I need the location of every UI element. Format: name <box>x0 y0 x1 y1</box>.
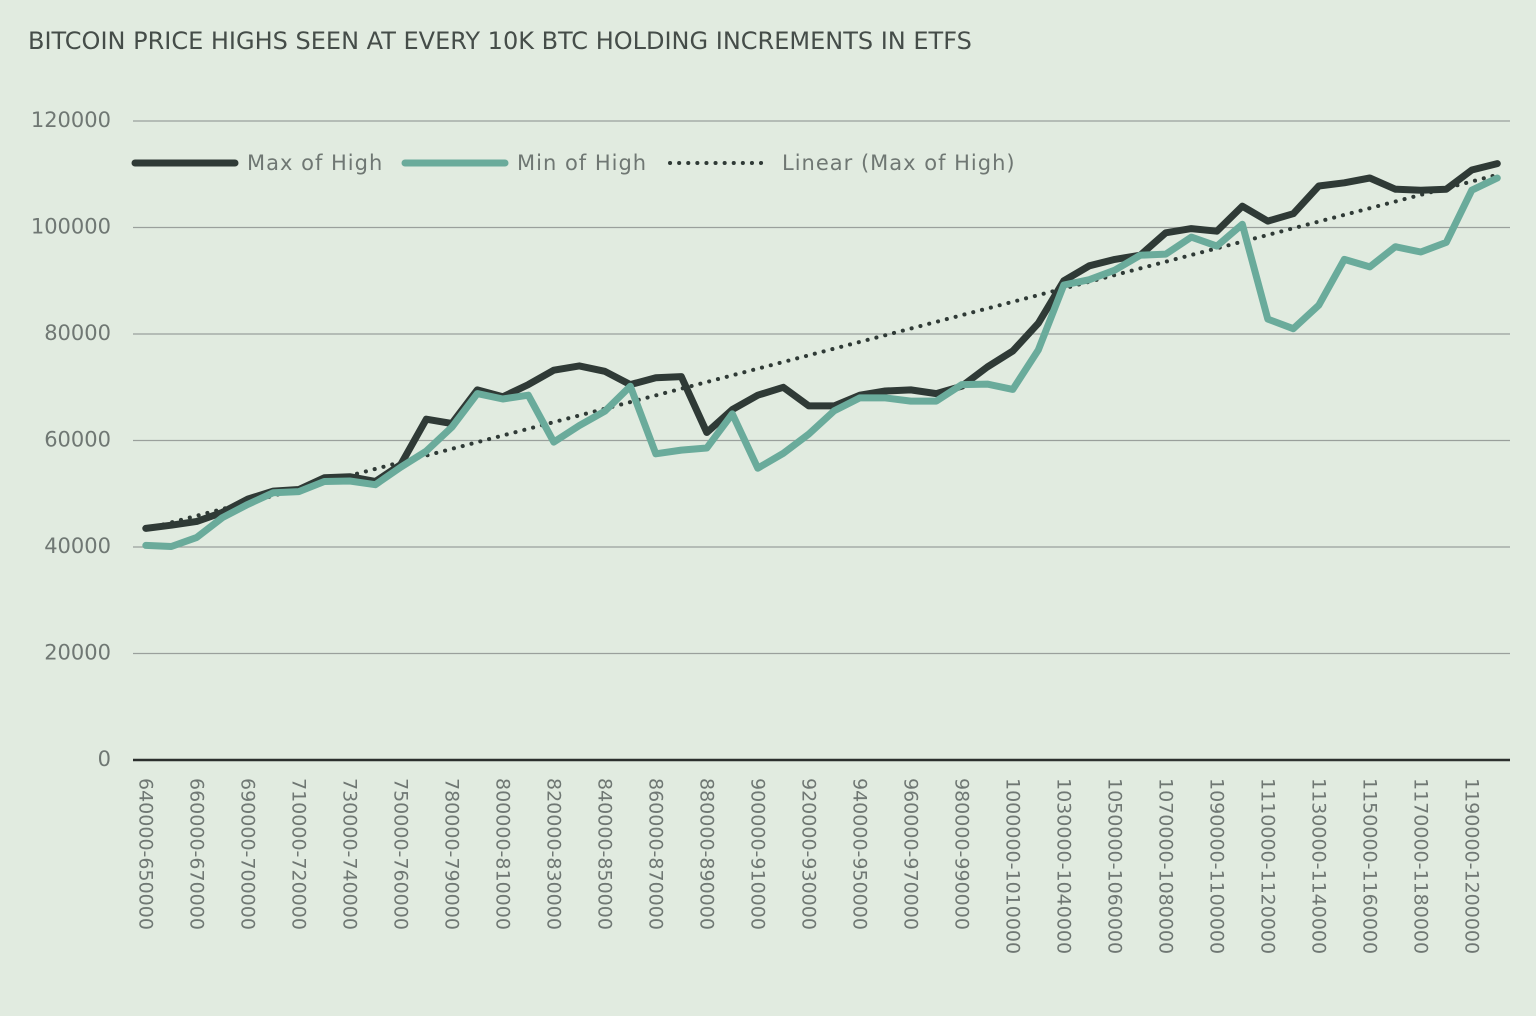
x-tick-label: 960000-970000 <box>899 778 921 930</box>
x-tick-label: 980000-990000 <box>950 778 972 930</box>
x-tick-label: 1050000-1060000 <box>1103 778 1125 954</box>
x-tick-label: 1150000-1160000 <box>1358 778 1380 954</box>
x-tick-label: 660000-670000 <box>185 778 207 930</box>
x-tick-label: 780000-790000 <box>440 778 462 930</box>
y-tick-label: 60000 <box>44 428 111 452</box>
legend-label: Max of High <box>247 151 383 175</box>
x-tick-label: 900000-910000 <box>746 778 768 930</box>
x-tick-label: 1000000-1010000 <box>1001 778 1023 954</box>
y-tick-label: 40000 <box>44 534 111 558</box>
x-tick-label: 880000-890000 <box>695 778 717 930</box>
y-tick-label: 80000 <box>44 321 111 345</box>
x-tick-label: 1090000-1100000 <box>1205 778 1227 954</box>
y-tick-label: 100000 <box>31 215 111 239</box>
x-tick-label: 1190000-1200000 <box>1460 778 1482 954</box>
x-tick-label: 1110000-1120000 <box>1256 778 1278 954</box>
x-tick-label: 840000-850000 <box>593 778 615 930</box>
data-line <box>142 174 1501 550</box>
x-tick-label: 1070000-1080000 <box>1154 778 1176 954</box>
x-tick-label: 710000-720000 <box>287 778 309 930</box>
y-tick-label: 120000 <box>31 108 111 132</box>
legend-label: Min of High <box>517 151 647 175</box>
x-tick-label: 690000-700000 <box>236 778 258 930</box>
x-tick-label: 1030000-1040000 <box>1052 778 1074 954</box>
x-tick-label: 1130000-1140000 <box>1307 778 1329 954</box>
trendline <box>143 172 1500 532</box>
y-tick-label: 0 <box>98 747 111 771</box>
x-tick-label: 750000-760000 <box>389 778 411 930</box>
x-tick-label: 1170000-1180000 <box>1409 778 1431 954</box>
x-tick-label: 730000-740000 <box>338 778 360 930</box>
x-tick-label: 860000-870000 <box>644 778 666 930</box>
x-tick-label: 640000-650000 <box>134 778 156 930</box>
y-tick-label: 20000 <box>44 641 111 665</box>
chart-title: BITCOIN PRICE HIGHS SEEN AT EVERY 10K BT… <box>28 27 972 55</box>
x-tick-label: 920000-930000 <box>797 778 819 930</box>
legend-label: Linear (Max of High) <box>782 151 1016 175</box>
x-tick-label: 940000-950000 <box>848 778 870 930</box>
x-tick-label: 820000-830000 <box>542 778 564 930</box>
x-tick-label: 800000-810000 <box>491 778 513 930</box>
data-line <box>142 160 1501 532</box>
